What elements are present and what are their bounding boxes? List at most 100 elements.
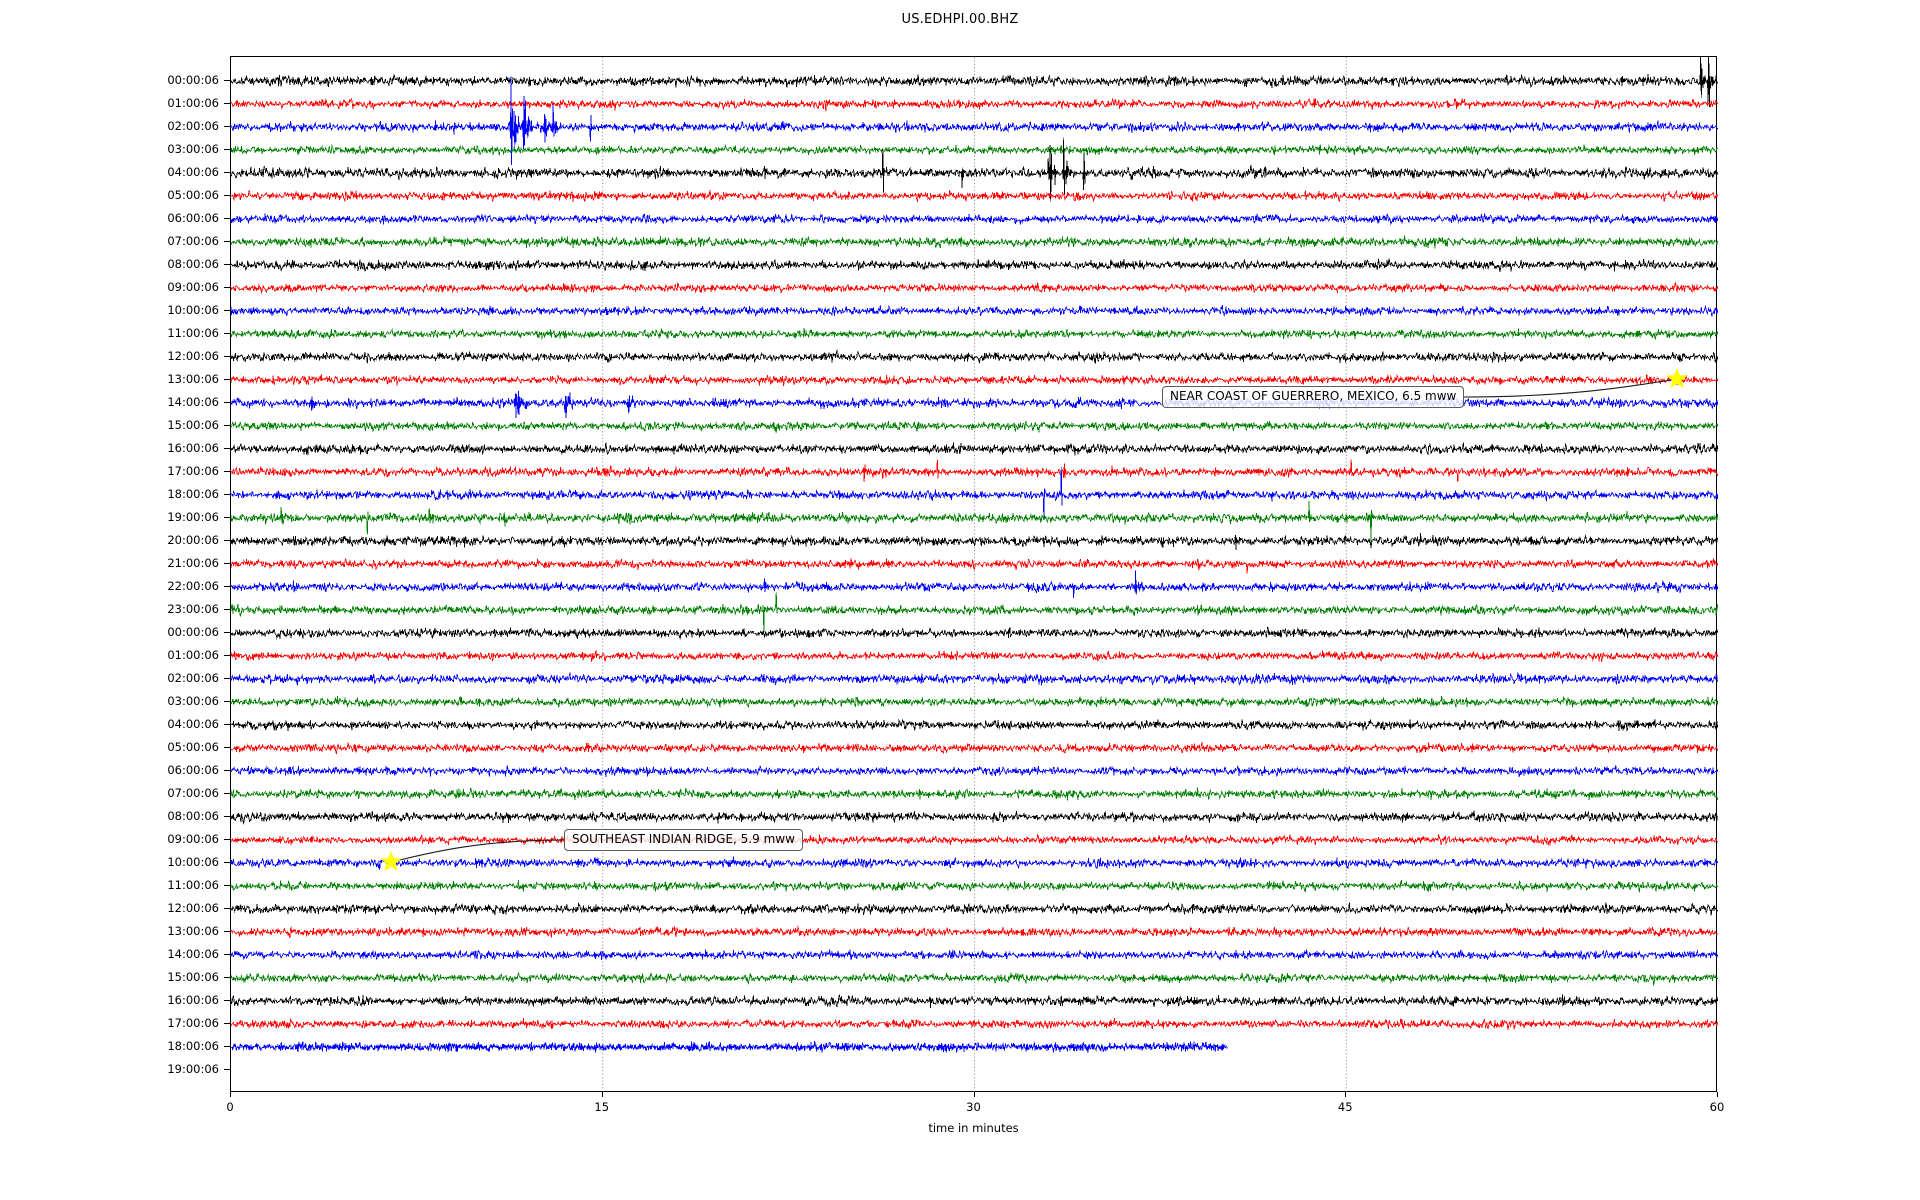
y-axis-tick-label: 09:00:06	[167, 280, 219, 294]
page-title: US.EDHPI.00.BHZ	[901, 12, 1019, 27]
y-axis-tick-label: 19:00:06	[167, 510, 219, 524]
trace-line	[231, 626, 1718, 640]
y-axis-tick-label: 05:00:06	[167, 188, 219, 202]
y-axis-tick-mark	[224, 1069, 230, 1071]
y-axis-tick-mark	[224, 218, 230, 220]
trace-line	[231, 901, 1718, 916]
y-axis-tick-label: 14:00:06	[167, 395, 219, 409]
y-axis-tick-label: 20:00:06	[167, 533, 219, 547]
y-axis-tick-label: 00:00:06	[167, 73, 219, 87]
y-axis-tick-mark	[224, 931, 230, 933]
y-axis-tick-mark	[224, 1023, 230, 1025]
y-axis-tick-mark	[224, 264, 230, 266]
trace-line	[231, 649, 1718, 663]
y-axis-tick-mark	[224, 540, 230, 542]
x-axis-tick-label: 0	[226, 1100, 234, 1114]
y-axis-tick-label: 10:00:06	[167, 303, 219, 317]
y-axis-tick-mark	[224, 586, 230, 588]
trace-line	[231, 213, 1718, 226]
trace-line	[231, 558, 1718, 574]
y-axis-tick-label: 11:00:06	[167, 326, 219, 340]
trace-line	[231, 570, 1718, 599]
y-axis-tick-label: 19:00:06	[167, 1062, 219, 1076]
trace-line	[231, 948, 1718, 961]
y-axis-tick-label: 02:00:06	[167, 671, 219, 685]
y-axis-tick-label: 07:00:06	[167, 786, 219, 800]
trace-line	[231, 304, 1718, 318]
y-axis-tick-label: 16:00:06	[167, 993, 219, 1007]
trace-line	[231, 856, 1718, 870]
trace-line	[231, 879, 1718, 893]
trace-line	[231, 971, 1718, 987]
y-axis-tick-mark	[224, 1046, 230, 1048]
y-axis-tick-label: 18:00:06	[167, 1039, 219, 1053]
y-axis-tick-mark	[224, 126, 230, 128]
y-axis-tick-label: 01:00:06	[167, 648, 219, 662]
trace-line	[231, 97, 1718, 112]
trace-line	[231, 810, 1718, 825]
y-axis-tick-label: 06:00:06	[167, 763, 219, 777]
y-axis-tick-label: 08:00:06	[167, 257, 219, 271]
y-axis-tick-label: 12:00:06	[167, 349, 219, 363]
trace-line	[231, 420, 1718, 433]
trace-line	[231, 137, 1718, 202]
x-axis-tick-label: 15	[594, 1100, 610, 1114]
y-axis-tick-mark	[224, 241, 230, 243]
trace-line	[231, 189, 1718, 203]
trace-line	[231, 76, 1718, 166]
y-axis-tick-label: 04:00:06	[167, 717, 219, 731]
trace-line	[231, 258, 1718, 273]
y-axis-tick-label: 06:00:06	[167, 211, 219, 225]
y-axis-tick-mark	[224, 80, 230, 82]
y-axis-tick-label: 04:00:06	[167, 165, 219, 179]
y-axis-tick-label: 23:00:06	[167, 602, 219, 616]
x-axis-tick-mark	[973, 1092, 975, 1097]
y-axis-tick-label: 17:00:06	[167, 464, 219, 478]
y-axis-tick-label: 00:00:06	[167, 625, 219, 639]
y-axis-tick-mark	[224, 517, 230, 519]
trace-line	[231, 742, 1718, 754]
trace-line	[231, 1017, 1718, 1031]
y-axis-tick-label: 05:00:06	[167, 740, 219, 754]
y-axis-tick-label: 22:00:06	[167, 579, 219, 593]
trace-line	[231, 501, 1718, 543]
y-axis-tick-label: 01:00:06	[167, 96, 219, 110]
trace-line	[231, 592, 1718, 632]
trace-line	[231, 144, 1718, 156]
event-annotation-label[interactable]: SOUTHEAST INDIAN RIDGE, 5.9 mww	[564, 829, 803, 851]
trace-line	[231, 718, 1718, 732]
x-axis-tick-label: 60	[1709, 1100, 1725, 1114]
y-axis-tick-label: 13:00:06	[167, 924, 219, 938]
trace-line	[231, 328, 1718, 340]
x-axis-tick-mark	[1717, 1092, 1719, 1097]
y-axis-tick-mark	[224, 563, 230, 565]
y-axis-tick-mark	[224, 310, 230, 312]
trace-line	[231, 235, 1718, 249]
y-axis-tick-mark	[224, 149, 230, 151]
y-axis-tick-label: 18:00:06	[167, 487, 219, 501]
seismic-traces	[231, 57, 1718, 1093]
y-axis-tick-mark	[224, 632, 230, 634]
y-axis-tick-label: 14:00:06	[167, 947, 219, 961]
y-axis-tick-mark	[224, 724, 230, 726]
y-axis-tick-label: 12:00:06	[167, 901, 219, 915]
y-axis-tick-mark	[224, 195, 230, 197]
y-axis-tick-label: 03:00:06	[167, 142, 219, 156]
y-axis-tick-mark	[224, 747, 230, 749]
y-axis-tick-mark	[224, 954, 230, 956]
y-axis-tick-label: 07:00:06	[167, 234, 219, 248]
x-axis-tick-mark	[230, 1092, 232, 1097]
y-axis-tick-label: 16:00:06	[167, 441, 219, 455]
y-axis-tick-label: 09:00:06	[167, 832, 219, 846]
y-axis-tick-mark	[224, 816, 230, 818]
trace-line	[231, 787, 1718, 801]
y-axis-tick-mark	[224, 1000, 230, 1002]
y-axis-tick-mark	[224, 609, 230, 611]
trace-line	[231, 57, 1718, 108]
y-axis-tick-mark	[224, 770, 230, 772]
y-axis-tick-label: 17:00:06	[167, 1016, 219, 1030]
event-annotation-label[interactable]: NEAR COAST OF GUERRERO, MEXICO, 6.5 mww	[1162, 386, 1465, 408]
y-axis-tick-mark	[224, 655, 230, 657]
y-axis-tick-mark	[224, 908, 230, 910]
x-axis-label: time in minutes	[928, 1121, 1019, 1135]
